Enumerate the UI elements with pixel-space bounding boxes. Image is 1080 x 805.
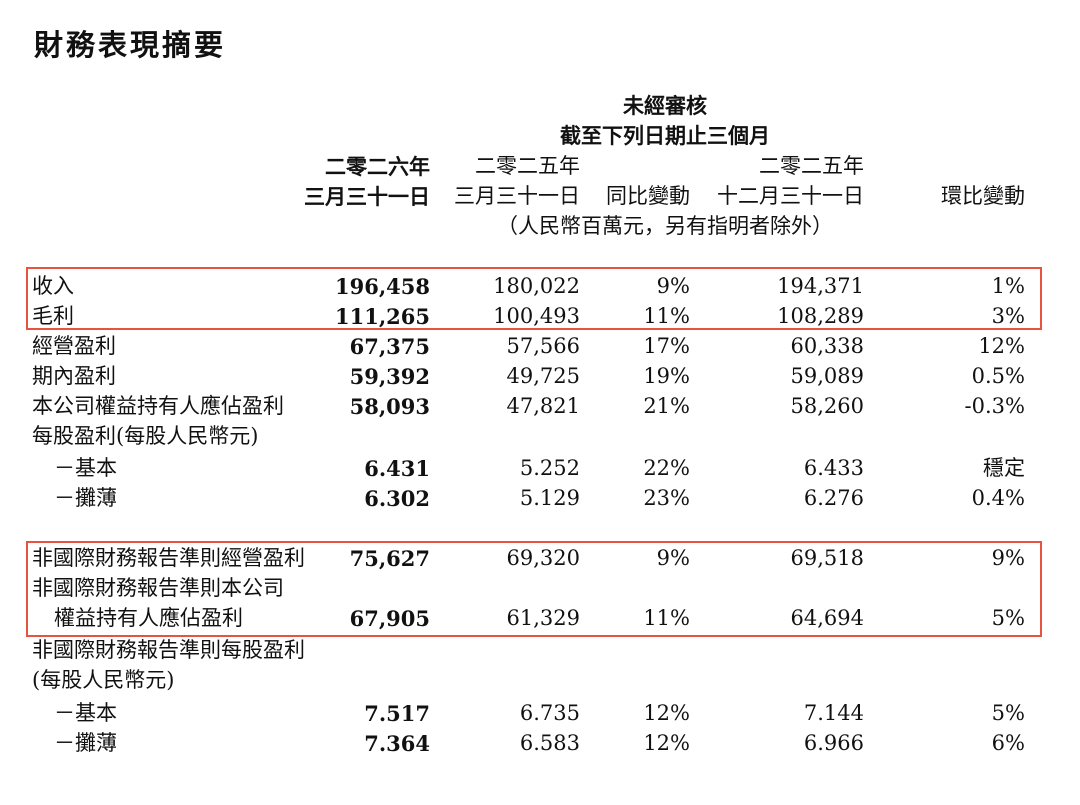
cell-yoy: 9%: [656, 546, 690, 570]
header-col1-year: 二零二六年: [325, 154, 430, 179]
cell-2025-q4: 60,338: [790, 334, 864, 358]
cell-2025-q1: 69,320: [506, 546, 580, 570]
header-col3: 同比變動: [606, 184, 690, 208]
cell-2025-q1: 5.129: [519, 486, 580, 510]
cell-2026-q1: 67,905: [349, 606, 430, 631]
row-label: 非國際財務報告準則每股盈利: [32, 638, 305, 662]
table-row: 毛利 111,265 100,493 11% 108,289 3%: [0, 306, 1080, 336]
table-row: －攤薄 7.364 6.583 12% 6.966 6%: [0, 733, 1080, 763]
cell-2026-q1: 59,392: [349, 364, 430, 389]
row-label: －基本: [54, 701, 117, 725]
cell-qoq: -0.3%: [964, 394, 1025, 418]
cell-2025-q4: 59,089: [790, 364, 864, 388]
cell-qoq: 5%: [991, 606, 1025, 630]
cell-qoq: 0.4%: [971, 486, 1025, 510]
cell-2025-q4: 6.276: [803, 486, 864, 510]
cell-yoy: 12%: [643, 731, 690, 755]
page-title: 財務表現摘要: [34, 28, 227, 62]
cell-2026-q1: 6.431: [364, 456, 430, 481]
highlight-box-non-ifrs: [26, 541, 1042, 637]
table-row: 非國際財務報告準則本公司: [0, 578, 1080, 608]
cell-2025-q4: 64,694: [790, 606, 864, 630]
cell-qoq: 0.5%: [971, 364, 1025, 388]
cell-qoq: 6%: [991, 731, 1025, 755]
row-label: 每股盈利(每股人民幣元): [32, 424, 259, 448]
row-label: －攤薄: [54, 731, 117, 755]
table-row: 經營盈利 67,375 57,566 17% 60,338 12%: [0, 336, 1080, 366]
cell-2025-q1: 180,022: [493, 274, 580, 298]
header-col5: 環比變動: [941, 184, 1025, 208]
cell-2026-q1: 6.302: [364, 486, 430, 511]
row-label: (每股人民幣元): [32, 668, 175, 692]
table-row: 本公司權益持有人應佔盈利 58,093 47,821 21% 58,260 -0…: [0, 396, 1080, 426]
cell-2025-q4: 194,371: [777, 274, 864, 298]
table-row: (每股人民幣元): [0, 670, 1080, 700]
table-row: 非國際財務報告準則經營盈利 75,627 69,320 9% 69,518 9%: [0, 548, 1080, 578]
table-row: 非國際財務報告準則每股盈利: [0, 640, 1080, 670]
row-label: －基本: [54, 456, 117, 480]
cell-qoq: 9%: [991, 546, 1025, 570]
cell-yoy: 11%: [643, 304, 690, 328]
cell-2026-q1: 75,627: [349, 546, 430, 571]
table-row: 權益持有人應佔盈利 67,905 61,329 11% 64,694 5%: [0, 608, 1080, 638]
table-row: 期內盈利 59,392 49,725 19% 59,089 0.5%: [0, 366, 1080, 396]
table-row: －基本 7.517 6.735 12% 7.144 5%: [0, 703, 1080, 733]
row-label: －攤薄: [54, 486, 117, 510]
cell-2025-q4: 58,260: [790, 394, 864, 418]
cell-qoq: 1%: [991, 274, 1025, 298]
table-row: 收入 196,458 180,022 9% 194,371 1%: [0, 276, 1080, 306]
cell-2025-q1: 61,329: [506, 606, 580, 630]
cell-yoy: 23%: [643, 486, 690, 510]
row-label: 權益持有人應佔盈利: [54, 606, 243, 630]
cell-2025-q4: 6.433: [803, 456, 864, 480]
header-col2-date: 三月三十一日: [454, 184, 580, 208]
row-label: 非國際財務報告準則本公司: [32, 576, 284, 600]
cell-qoq: 穩定: [983, 456, 1025, 480]
cell-2026-q1: 67,375: [349, 334, 430, 359]
cell-qoq: 3%: [991, 304, 1025, 328]
header-col1-date: 三月三十一日: [304, 184, 430, 209]
table-row: 每股盈利(每股人民幣元): [0, 426, 1080, 456]
row-label: 非國際財務報告準則經營盈利: [32, 546, 305, 570]
cell-2025-q1: 57,566: [506, 334, 580, 358]
cell-qoq: 12%: [978, 334, 1025, 358]
table-row: －攤薄 6.302 5.129 23% 6.276 0.4%: [0, 488, 1080, 518]
header-period: 截至下列日期止三個月: [560, 123, 770, 148]
cell-2025-q1: 49,725: [506, 364, 580, 388]
cell-yoy: 21%: [643, 394, 690, 418]
cell-yoy: 11%: [643, 606, 690, 630]
cell-2025-q4: 6.966: [803, 731, 864, 755]
cell-2025-q1: 100,493: [493, 304, 580, 328]
cell-yoy: 17%: [643, 334, 690, 358]
cell-qoq: 5%: [991, 701, 1025, 725]
cell-2026-q1: 7.517: [364, 701, 430, 726]
cell-2026-q1: 7.364: [364, 731, 430, 756]
cell-2026-q1: 58,093: [349, 394, 430, 419]
cell-yoy: 22%: [643, 456, 690, 480]
cell-2026-q1: 111,265: [335, 304, 430, 329]
cell-2025-q4: 7.144: [803, 701, 864, 725]
cell-2025-q4: 108,289: [777, 304, 864, 328]
row-label: 期內盈利: [32, 364, 116, 388]
header-col4-year: 二零二五年: [759, 154, 864, 178]
row-label: 毛利: [32, 304, 74, 328]
cell-2025-q4: 69,518: [790, 546, 864, 570]
row-label: 本公司權益持有人應佔盈利: [32, 394, 284, 418]
header-audit: 未經審核: [623, 93, 707, 118]
table-row: －基本 6.431 5.252 22% 6.433 穩定: [0, 458, 1080, 488]
cell-yoy: 9%: [656, 274, 690, 298]
header-col4-date: 十二月三十一日: [717, 184, 864, 208]
cell-yoy: 12%: [643, 701, 690, 725]
cell-yoy: 19%: [643, 364, 690, 388]
cell-2025-q1: 47,821: [506, 394, 580, 418]
highlight-box-revenue: [26, 267, 1042, 330]
row-label: 經營盈利: [32, 334, 116, 358]
cell-2025-q1: 6.735: [519, 701, 580, 725]
row-label: 收入: [32, 274, 74, 298]
header-col2-year: 二零二五年: [475, 154, 580, 178]
cell-2026-q1: 196,458: [335, 274, 430, 299]
cell-2025-q1: 5.252: [519, 456, 580, 480]
cell-2025-q1: 6.583: [519, 731, 580, 755]
header-unit: （人民幣百萬元，另有指明者除外）: [497, 214, 833, 238]
